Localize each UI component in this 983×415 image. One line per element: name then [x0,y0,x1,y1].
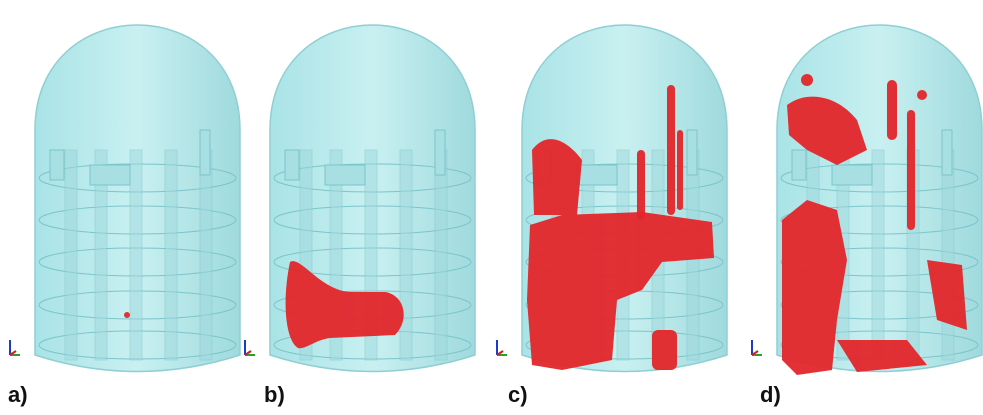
figure: a) b) c) d) [0,0,983,415]
internal-column [942,150,954,360]
nozzle [90,165,130,185]
internal-column [872,150,884,360]
panel-label: c) [508,382,528,407]
nozzle [285,150,299,180]
axis-icon [245,340,255,355]
red-phase [801,74,813,86]
nozzle [435,130,445,175]
internal-column [165,150,177,360]
panel-label: d) [760,382,781,407]
nozzle [577,165,617,185]
nozzle [832,165,872,185]
nozzle [942,130,952,175]
nozzle [50,150,64,180]
nozzle [687,130,697,175]
panel-label: b) [264,382,285,407]
panel [777,25,982,375]
red-phase [887,80,897,140]
panel [35,25,240,372]
internal-column [400,150,412,360]
internal-column [435,150,447,360]
internal-column [65,150,77,360]
red-phase [124,312,130,318]
nozzle [200,130,210,175]
red-phase [917,90,927,100]
nozzle [325,165,365,185]
red-phase [667,85,675,215]
internal-column [130,150,142,360]
red-phase [637,150,645,220]
panel [270,25,475,372]
internal-column [200,150,212,360]
red-phase [907,110,915,230]
red-phase [652,330,677,370]
axis-icon [752,340,762,355]
red-phase [677,130,683,210]
nozzle [792,150,806,180]
panel-label: a) [8,382,28,407]
axis-icon [10,340,20,355]
panel [522,25,727,372]
axis-icon [497,340,507,355]
